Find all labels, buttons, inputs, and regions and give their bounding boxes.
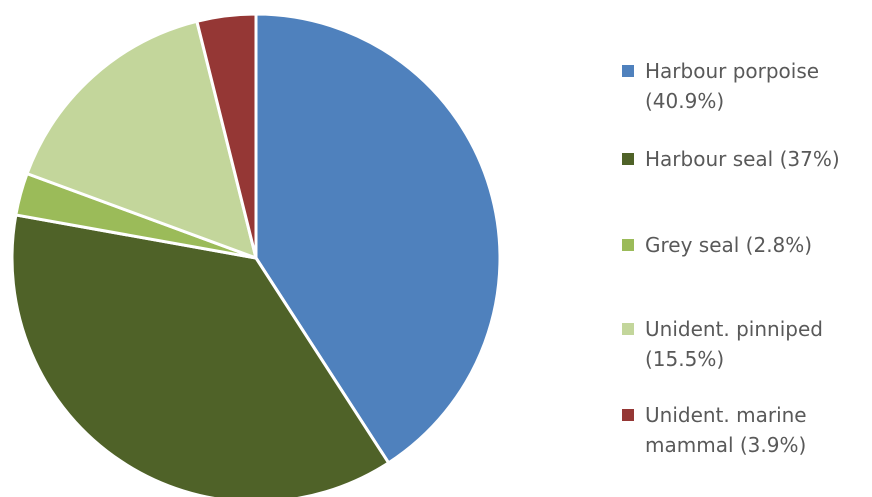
legend-item-harbour-porpoise: Harbour porpoise (40.9%) xyxy=(622,56,870,116)
legend-swatch-harbour-porpoise xyxy=(622,65,634,77)
legend-item-grey-seal: Grey seal (2.8%) xyxy=(622,230,870,260)
legend-item-unident-pinniped: Unident. pinniped (15.5%) xyxy=(622,314,870,374)
legend-label-harbour-seal: Harbour seal (37%) xyxy=(645,147,840,171)
legend-item-harbour-seal: Harbour seal (37%) xyxy=(622,144,870,174)
pie-slice-unident-pinniped xyxy=(25,19,258,260)
legend-swatch-unident-pinniped xyxy=(622,323,634,335)
pie-slice-harbour-seal xyxy=(10,213,391,497)
legend-label-harbour-porpoise: Harbour porpoise (40.9%) xyxy=(645,59,820,113)
legend-swatch-unident-marine-mammal xyxy=(622,409,634,421)
legend-item-unident-marine-mammal: Unident. marine mammal (3.9%) xyxy=(622,400,870,460)
legend-label-unident-pinniped: Unident. pinniped (15.5%) xyxy=(645,317,823,371)
legend-label-unident-marine-mammal: Unident. marine mammal (3.9%) xyxy=(645,403,807,457)
legend-label-grey-seal: Grey seal (2.8%) xyxy=(645,233,813,257)
pie-slice-unident-marine-mammal xyxy=(195,12,258,260)
legend-swatch-grey-seal xyxy=(622,239,634,251)
legend-swatch-harbour-seal xyxy=(622,153,634,165)
